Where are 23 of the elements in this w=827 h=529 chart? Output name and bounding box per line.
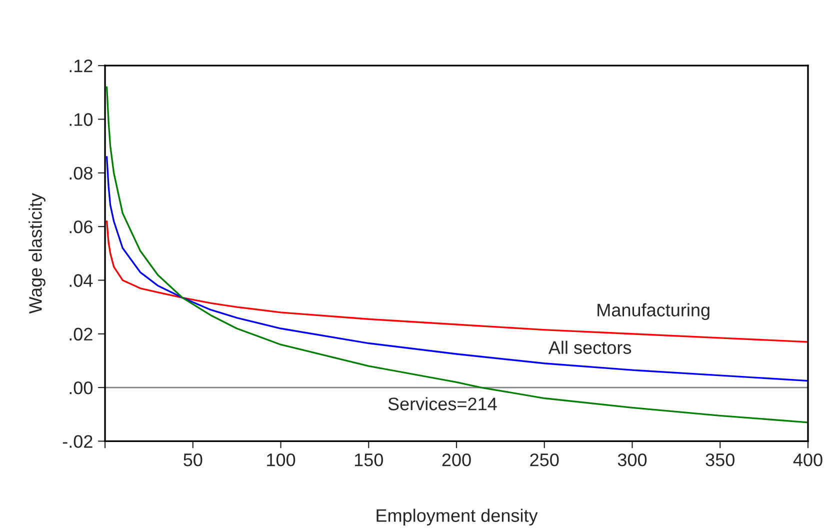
y-tick-label: -.02	[62, 435, 92, 448]
series-label: Manufacturing	[598, 303, 710, 320]
series-label: Services=214	[388, 397, 497, 410]
line-series	[106, 156, 808, 382]
x-tick-label: 400	[793, 453, 822, 466]
x-tick-label: 100	[267, 453, 296, 466]
x-tick-label: 150	[354, 453, 383, 466]
x-tick-label: 300	[618, 453, 647, 466]
x-tick-label: 350	[706, 453, 734, 466]
line-series	[106, 86, 808, 424]
y-tick-label: .06	[70, 220, 92, 234]
y-tick-label: .08	[70, 166, 92, 180]
y-tick-label: .10	[70, 113, 93, 126]
y-tick-label: .04	[70, 274, 93, 287]
y-tick-label: .02	[70, 328, 92, 341]
x-tick-label: 50	[184, 453, 202, 466]
x-tick-label: 200	[442, 453, 471, 466]
x-tick-label: 250	[530, 453, 559, 466]
y-tick-label: .00	[70, 381, 93, 394]
y-axis-title: Wage elasticity	[28, 193, 46, 314]
series-label: All sectors	[548, 340, 632, 354]
y-tick-label: .12	[70, 60, 92, 72]
x-axis-title: Employment density	[376, 508, 538, 526]
